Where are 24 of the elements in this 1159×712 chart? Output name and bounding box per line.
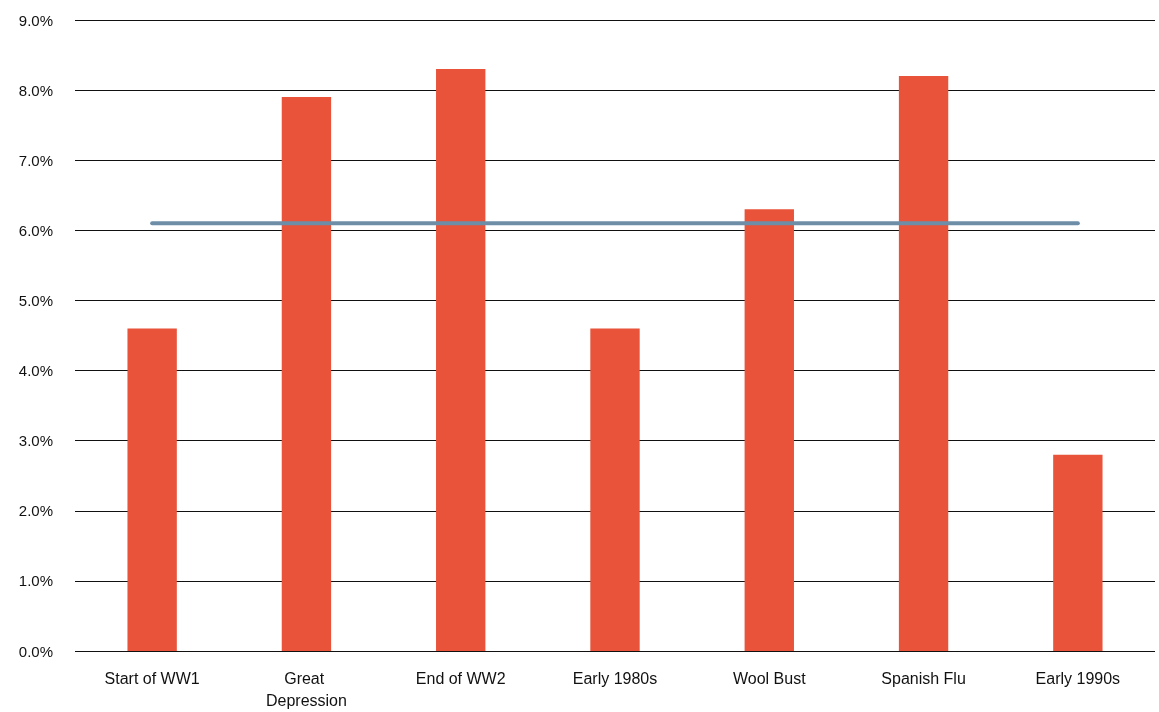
bar	[281, 97, 332, 651]
x-tick-label: Wool Bust	[732, 669, 807, 687]
y-tick-label: 2.0%	[18, 502, 53, 520]
y-tick-label: 6.0%	[18, 221, 53, 239]
y-tick-label: 5.0%	[18, 291, 53, 309]
y-tick-label: 4.0%	[18, 362, 53, 380]
y-tick-label: 1.0%	[18, 572, 53, 590]
bar	[1053, 454, 1103, 651]
bar	[590, 328, 640, 651]
x-tick-label: Spanish Flu	[881, 669, 966, 687]
y-tick-label: 8.0%	[18, 81, 53, 99]
y-tick-label: 3.0%	[18, 432, 53, 450]
bar	[898, 76, 949, 651]
x-tick-label: Great Depression	[265, 669, 347, 709]
x-tick-label: Start of WW1	[104, 669, 200, 687]
bar	[436, 69, 486, 651]
x-tick-label: End of WW2	[415, 669, 506, 687]
y-tick-label: 7.0%	[18, 151, 53, 169]
bar	[744, 209, 794, 651]
x-tick-label: Early 1990s	[1035, 669, 1121, 687]
y-tick-label: 0.0%	[18, 642, 53, 660]
x-tick-label: Early 1980s	[572, 669, 658, 687]
bar	[127, 328, 177, 651]
y-tick-label: 9.0%	[18, 11, 53, 29]
